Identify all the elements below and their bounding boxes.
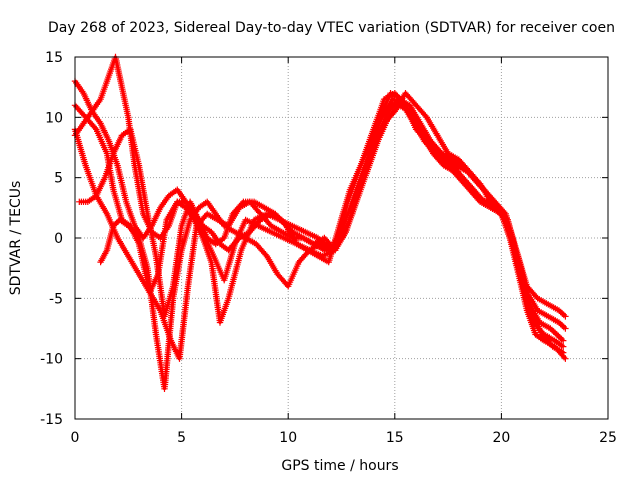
x-tick-label: 25 — [599, 430, 617, 446]
axis-layer: 0 5 10 15 20 25 -15 -10 -5 0 5 10 15 — [40, 50, 617, 446]
chart-title: Day 268 of 2023, Sidereal Day-to-day VTE… — [48, 20, 615, 36]
y-tick-label: -10 — [40, 352, 63, 368]
x-tick-label: 5 — [177, 430, 186, 446]
x-axis-label: GPS time / hours — [281, 458, 398, 474]
series-trace-6 — [71, 53, 569, 332]
y-tick-label: 10 — [45, 110, 63, 126]
data-layer — [71, 53, 569, 392]
x-tick-label: 15 — [386, 430, 404, 446]
series-trace-4 — [97, 90, 567, 392]
y-tick-label: 5 — [54, 171, 63, 187]
x-tick-label: 20 — [492, 430, 510, 446]
y-tick-label: -15 — [40, 412, 63, 428]
x-tick-label: 0 — [71, 430, 80, 446]
y-tick-label: 15 — [45, 50, 63, 66]
y-axis-label: SDTVAR / TECUs — [8, 181, 24, 296]
y-tick-label: 0 — [54, 231, 63, 247]
x-tick-label: 10 — [279, 430, 297, 446]
y-tick-label: -5 — [49, 291, 63, 307]
